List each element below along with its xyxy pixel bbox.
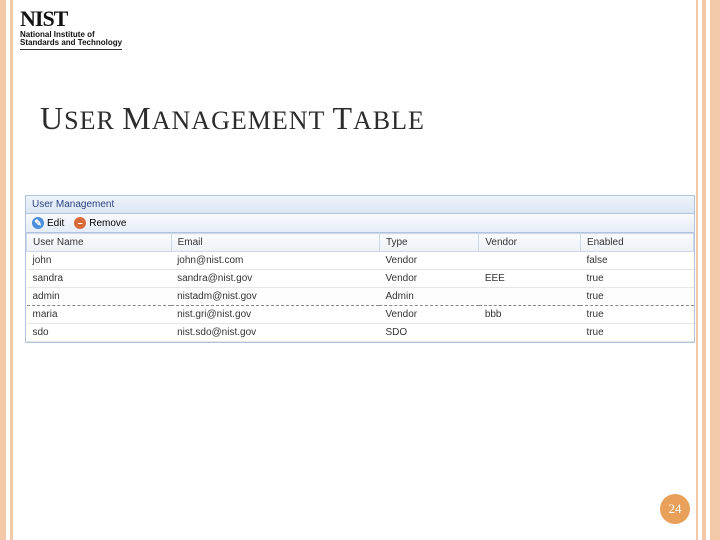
panel-toolbar: ✎ Edit – Remove [26, 214, 694, 233]
column-header[interactable]: Email [171, 234, 379, 252]
table-cell: Vendor [379, 306, 478, 324]
slide-title: USER MANAGEMENT TABLE [40, 100, 425, 137]
table-cell: true [580, 324, 693, 342]
table-cell: john@nist.com [171, 252, 379, 270]
table-cell: john [27, 252, 172, 270]
remove-label: Remove [89, 218, 126, 229]
table-cell: bbb [479, 306, 581, 324]
page-number: 24 [660, 494, 690, 524]
nist-logo: NIST National Institute of Standards and… [20, 8, 122, 50]
table-cell: false [580, 252, 693, 270]
table-cell: true [580, 306, 693, 324]
table-cell: maria [27, 306, 172, 324]
table-cell: EEE [479, 270, 581, 288]
edit-icon: ✎ [32, 217, 44, 229]
decor-stripe [702, 0, 706, 540]
table-cell: nist.sdo@nist.gov [171, 324, 379, 342]
table-row[interactable]: marianist.gri@nist.govVendorbbbtrue [27, 306, 694, 324]
user-table: User NameEmailTypeVendorEnabled johnjohn… [26, 233, 694, 342]
column-header[interactable]: Enabled [580, 234, 693, 252]
table-cell: Admin [379, 288, 478, 306]
column-header[interactable]: User Name [27, 234, 172, 252]
table-cell: true [580, 270, 693, 288]
user-management-panel: User Management ✎ Edit – Remove User Nam… [25, 195, 695, 343]
column-header[interactable]: Vendor [479, 234, 581, 252]
table-header-row: User NameEmailTypeVendorEnabled [27, 234, 694, 252]
decor-stripe [710, 0, 720, 540]
edit-label: Edit [47, 218, 64, 229]
table-cell [479, 288, 581, 306]
table-cell: nist.gri@nist.gov [171, 306, 379, 324]
decor-stripe [0, 0, 6, 540]
column-header[interactable]: Type [379, 234, 478, 252]
table-cell: SDO [379, 324, 478, 342]
table-cell: true [580, 288, 693, 306]
table-row[interactable]: sandrasandra@nist.govVendorEEEtrue [27, 270, 694, 288]
logo-main: NIST [20, 8, 122, 30]
decor-stripe [10, 0, 13, 540]
table-cell: sdo [27, 324, 172, 342]
table-cell: sandra@nist.gov [171, 270, 379, 288]
panel-title: User Management [26, 196, 694, 214]
edit-button[interactable]: ✎ Edit [32, 217, 64, 229]
remove-button[interactable]: – Remove [74, 217, 126, 229]
table-row[interactable]: sdonist.sdo@nist.govSDO true [27, 324, 694, 342]
table-row[interactable]: johnjohn@nist.comVendor false [27, 252, 694, 270]
table-cell: admin [27, 288, 172, 306]
table-cell [479, 324, 581, 342]
table-cell: Vendor [379, 252, 478, 270]
decor-stripe [696, 0, 698, 540]
remove-icon: – [74, 217, 86, 229]
table-row[interactable]: adminnistadm@nist.govAdmin true [27, 288, 694, 306]
logo-subtitle: National Institute of Standards and Tech… [20, 31, 122, 50]
table-cell: sandra [27, 270, 172, 288]
table-cell: Vendor [379, 270, 478, 288]
table-cell: nistadm@nist.gov [171, 288, 379, 306]
table-cell [479, 252, 581, 270]
